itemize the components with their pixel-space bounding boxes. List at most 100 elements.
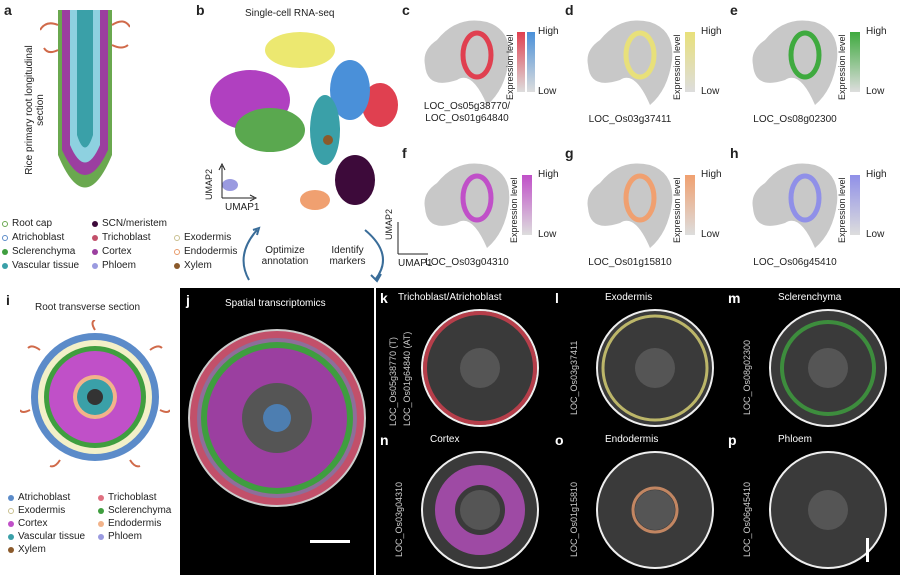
spatial-transcriptomics-image [188, 329, 366, 507]
high-label: High [866, 169, 887, 180]
gene-label: LOC_Os06g45410 [742, 481, 752, 557]
umap-expression-plot [424, 20, 510, 105]
panel-i-title: Root transverse section [35, 302, 141, 313]
legend-item: Cortex [92, 246, 174, 257]
gene-name: LOC_Os08g02300 [753, 114, 837, 125]
spatial-panel: k Trichoblast/Atrichoblast LOC_Os05g3877… [380, 290, 552, 432]
gene-label: LOC_Os03g04310 [394, 481, 404, 557]
optimize-annotation-label: Optimize annotation [261, 245, 309, 267]
umap-expression-plot [587, 20, 673, 105]
legend-item: Endodermis [98, 518, 188, 529]
legend-item: Vascular tissue [2, 260, 92, 271]
panel-label-a: a [4, 2, 12, 18]
legend-item: Xylem [8, 544, 98, 555]
panel-title: Sclerenchyma [778, 292, 842, 303]
expression-axis-label: Expression level [837, 34, 847, 100]
umap-expression-plot [752, 20, 838, 105]
panel-title: Cortex [430, 434, 460, 445]
panel-title: Phloem [778, 434, 812, 445]
gene-name: LOC_Os01g15810 [588, 257, 672, 268]
low-label: Low [701, 229, 720, 240]
umap-axes-arrows-f [397, 222, 428, 255]
colorbar [522, 175, 532, 235]
legend-item: Sclerenchyma [98, 505, 188, 516]
expression-panel: e High Low Expression level LOC_Os08g023… [730, 0, 900, 143]
scale-bar [866, 538, 869, 562]
panel-label: h [730, 145, 739, 161]
expression-axis-label: Expression level [509, 177, 519, 243]
low-label: Low [866, 86, 885, 97]
panel-label: c [402, 2, 410, 18]
gene-label: LOC_Os03g37411 [569, 340, 579, 415]
colorbar [685, 32, 695, 92]
tissue-section-image [421, 309, 539, 427]
legend-item: Cortex [8, 518, 98, 529]
umap-expression-plot [424, 163, 510, 248]
legend-item: Phloem [92, 260, 174, 271]
spatial-panel: o Endodermis LOC_Os01g15810 [555, 432, 727, 574]
panel-j-title: Spatial transcriptomics [225, 298, 326, 309]
panel-label: d [565, 2, 574, 18]
umap-cluster-plot [210, 32, 398, 210]
spatial-panel: m Sclerenchyma LOC_Os08g02300 [728, 290, 900, 432]
tissue-section-image [596, 451, 714, 569]
colorbar [685, 175, 695, 235]
expression-panel: c High Low Expression level LOC_Os05g387… [402, 0, 572, 143]
legend-item: Vascular tissue [8, 531, 98, 542]
high-label: High [701, 26, 722, 37]
high-label: High [701, 169, 722, 180]
expression-axis-label: Expression level [672, 177, 682, 243]
gene-name: LOC_Os06g45410 [753, 257, 837, 268]
spatial-panel: p Phloem LOC_Os06g45410 [728, 432, 900, 574]
panel-label: g [565, 145, 574, 161]
legend-item: SCN/meristem [92, 218, 174, 229]
panel-j: j Spatial transcriptomics [180, 288, 374, 575]
expression-panel: d High Low Expression level LOC_Os03g374… [565, 0, 735, 143]
colorbar [850, 175, 860, 235]
umap1-label-f: UMAP1 [398, 258, 433, 269]
legend-item: Trichoblast [92, 232, 174, 243]
expression-axis-label: Expression level [837, 177, 847, 243]
high-label: High [866, 26, 887, 37]
tissue-section-image [769, 309, 887, 427]
expression-panel: h High Low Expression level LOC_Os06g454… [730, 143, 900, 286]
legend-item: Exodermis [8, 505, 98, 516]
legend-item: Atrichoblast [2, 232, 92, 243]
gene-label: LOC_Os08g02300 [742, 339, 752, 415]
panel-label-b: b [196, 2, 205, 18]
gene-name: LOC_Os03g04310 [425, 257, 509, 268]
panel-label: n [380, 432, 389, 448]
panel-title: Trichoblast/Atrichoblast [398, 292, 502, 303]
legend-item: Phloem [98, 531, 188, 542]
umap-expression-plot [587, 163, 673, 248]
legend-item: Sclerenchyma [2, 246, 92, 257]
high-label: High [538, 169, 559, 180]
expression-axis-label: Expression level [672, 34, 682, 100]
legend-item: Root cap [2, 218, 92, 229]
spatial-panel: l Exodermis LOC_Os03g37411 [555, 290, 727, 432]
panel-title: Exodermis [605, 292, 653, 303]
transverse-legend: Atrichoblast Trichoblast Exodermis Scler… [8, 492, 188, 555]
spatial-panel: n Cortex LOC_Os03g04310 [380, 432, 552, 574]
legend-item: Atrichoblast [8, 492, 98, 503]
umap-expression-plot [752, 163, 838, 248]
low-label: Low [701, 86, 720, 97]
root-transverse-illustration [20, 320, 170, 468]
umap2-label: UMAP2 [204, 168, 214, 200]
colorbar [850, 32, 860, 92]
panel-label: e [730, 2, 738, 18]
expression-axis-label: Expression level [505, 34, 515, 100]
umap2-label-f: UMAP2 [384, 208, 394, 240]
gene2-label: LOC_Os01g64840 (AT) [402, 331, 412, 426]
panel-label-i: i [6, 292, 10, 308]
cell-type-legend: Root cap SCN/meristem Atrichoblast Trich… [2, 218, 254, 271]
panel-title: Endodermis [605, 434, 659, 445]
panel-label-j: j [186, 292, 190, 308]
panel-label: k [380, 290, 388, 306]
gene-name: LOC_Os03g37411 [588, 114, 672, 125]
legend-item: Endodermis [174, 246, 254, 257]
cycle-arrows-icon [242, 226, 384, 283]
low-label: Low [538, 86, 557, 97]
high-label: High [538, 26, 559, 37]
panel-label: p [728, 432, 737, 448]
